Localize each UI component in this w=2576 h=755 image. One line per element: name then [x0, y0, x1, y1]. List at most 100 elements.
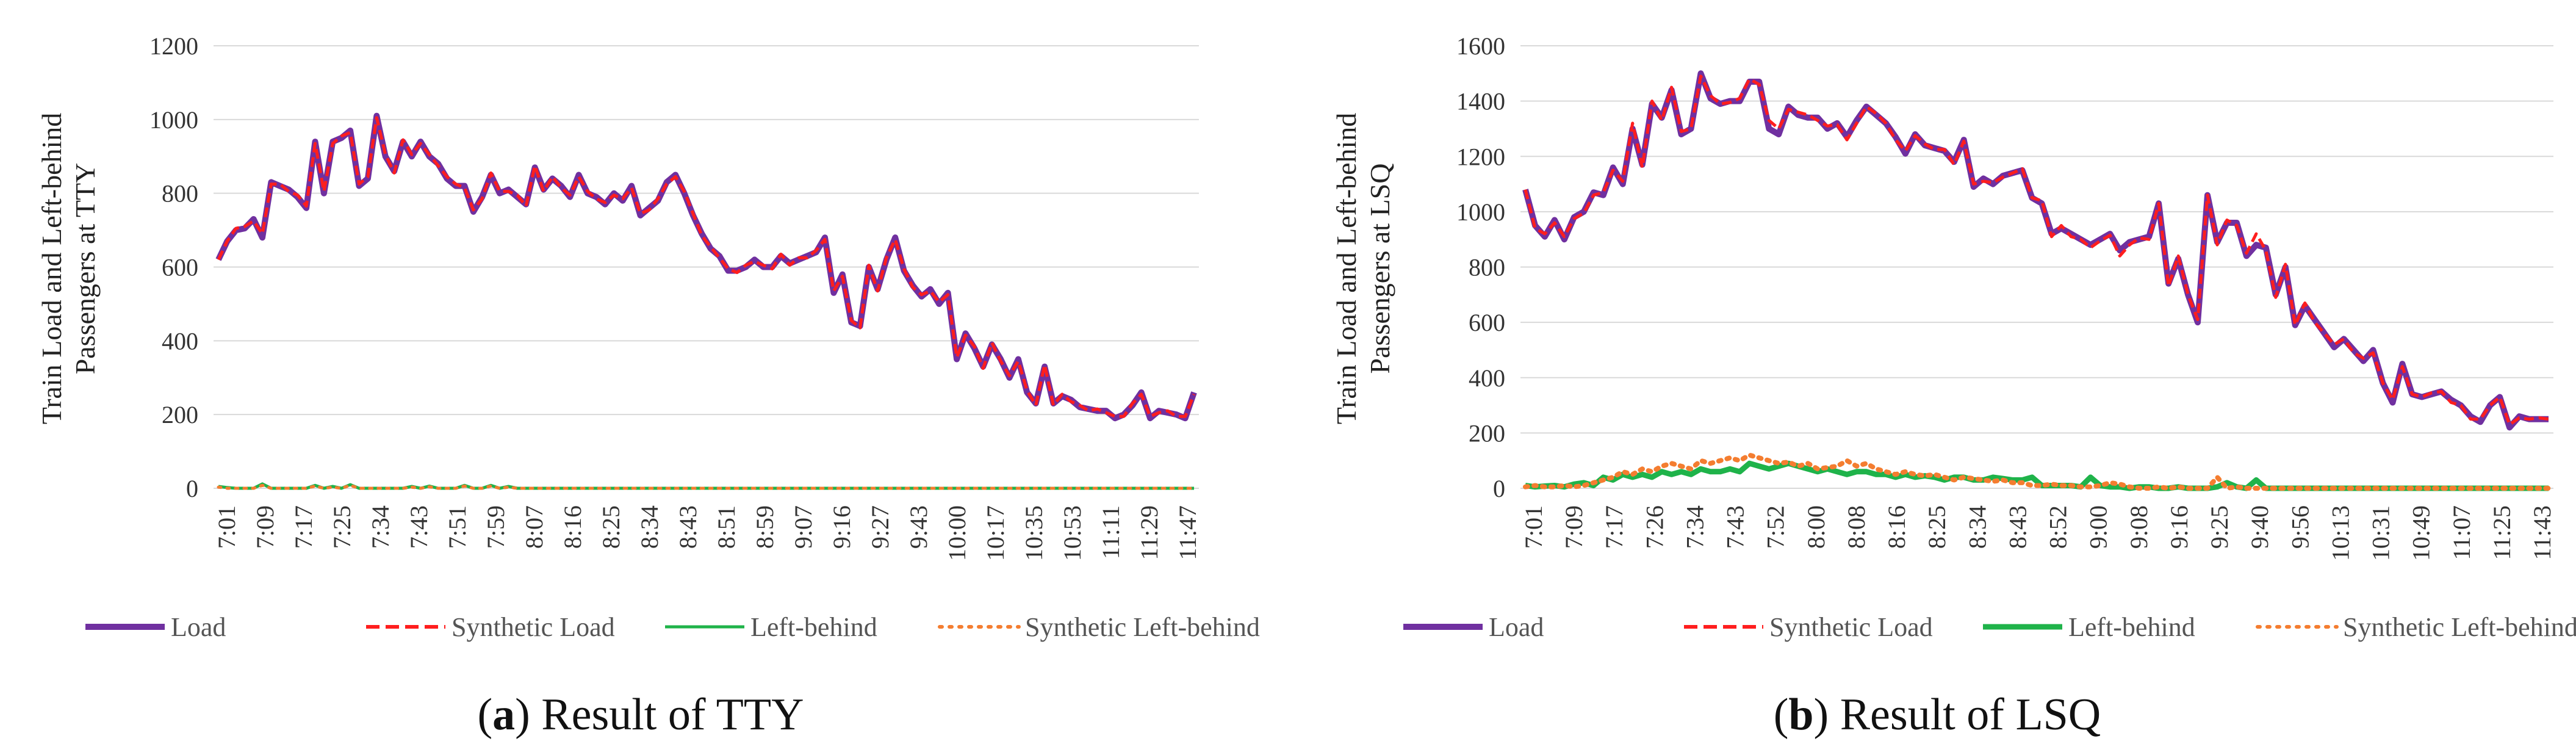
x-tick-label: 7:26	[1641, 505, 1668, 549]
legend-label: Load	[171, 612, 226, 642]
x-tick-label: 8:43	[2004, 505, 2031, 549]
legend-label: Left-behind	[750, 612, 877, 642]
x-tick-label: 7:17	[290, 505, 317, 549]
x-tick-label: 9:16	[828, 505, 855, 549]
y-tick-label: 1600	[1456, 32, 1505, 60]
x-tick-label: 8:07	[520, 505, 548, 549]
x-tick-label: 7:51	[444, 505, 471, 549]
x-tick-label: 7:01	[1520, 505, 1547, 549]
series-line-synthetic-left-behind	[217, 483, 1196, 490]
x-tick-label: 7:25	[328, 505, 356, 549]
x-tick-label: 10:17	[982, 505, 1009, 561]
x-tick-label: 8:59	[751, 505, 779, 549]
x-tick-label: 9:16	[2165, 505, 2193, 549]
x-tick-label: 10:13	[2326, 505, 2354, 561]
series-line-synthetic-load	[217, 116, 1196, 418]
panel-b-chart: Train Load and Left-behind Passengers at…	[1331, 32, 2576, 642]
y-tick-label: 1200	[149, 32, 198, 60]
panel-b-caption: (b) Result of LSQ	[1774, 690, 2101, 740]
x-tick-label: 8:52	[2045, 505, 2072, 549]
x-tick-label: 9:27	[866, 505, 894, 549]
legend-label: Load	[1489, 612, 1544, 642]
x-tick-label: 9:00	[2085, 505, 2112, 549]
panel-a-caption-letter: a	[492, 690, 515, 740]
y-tick-label: 400	[162, 327, 198, 355]
y-tick-label: 0	[1493, 475, 1505, 502]
x-tick-label: 7:34	[367, 505, 394, 549]
x-tick-label: 7:43	[1722, 505, 1749, 549]
x-tick-label: 8:25	[1923, 505, 1951, 549]
x-tick-label: 8:43	[674, 505, 702, 549]
x-tick-label: 8:34	[1963, 505, 1991, 549]
y-tick-label: 800	[162, 180, 198, 208]
x-tick-label: 8:00	[1802, 505, 1830, 549]
x-tick-label: 11:43	[2528, 505, 2556, 560]
y-tick-label: 200	[1469, 419, 1505, 447]
series-line-load	[1522, 70, 2549, 431]
x-tick-label: 11:07	[2448, 505, 2475, 560]
panel-a-chart: Train Load and Left-behind Passengers at…	[36, 32, 1260, 642]
x-tick-label: 7:09	[1560, 505, 1588, 549]
x-tick-label: 8:25	[597, 505, 625, 549]
x-tick-label: 7:09	[251, 505, 279, 549]
panel-a-caption-text: ) Result of TTY	[515, 690, 804, 740]
x-tick-label: 7:43	[405, 505, 433, 549]
x-tick-label: 11:25	[2488, 505, 2516, 560]
x-tick-label: 11:47	[1174, 505, 1201, 560]
x-tick-label: 11:29	[1135, 505, 1163, 560]
panel-b-caption-letter: b	[1788, 690, 1813, 740]
panel-b-ylabel-line1: Train Load and Left-behind	[1331, 113, 1362, 425]
x-tick-label: 7:52	[1762, 505, 1790, 549]
panel-a-caption: (a) Result of TTY	[477, 690, 804, 740]
legend-label: Synthetic Load	[1769, 612, 1933, 642]
y-tick-label: 600	[162, 254, 198, 281]
x-tick-label: 8:08	[1843, 505, 1870, 549]
x-tick-label: 9:08	[2125, 505, 2153, 549]
panel-a-yticks: 0 200 400 600 800 1000 1200	[149, 32, 198, 502]
x-tick-label: 10:53	[1059, 505, 1086, 561]
panel-a-xticks: 7:01 7:09 7:17 7:25 7:34 7:43 7:51 7:59 8:07 8:16…	[213, 505, 1201, 561]
y-tick-label: 1000	[149, 106, 198, 134]
y-tick-label: 0	[186, 475, 198, 502]
panel-b-yticks: 0 200 400 600 800 1000 1200 1400 1600	[1456, 32, 1505, 502]
panel-b-xticks: 7:01 7:09 7:17 7:26 7:34 7:43 7:52 8:00 8:08 8:16…	[1520, 505, 2556, 561]
x-tick-label: 9:43	[905, 505, 932, 549]
y-tick-label: 600	[1469, 309, 1505, 336]
y-tick-label: 400	[1469, 364, 1505, 392]
x-tick-label: 10:35	[1020, 505, 1048, 561]
panel-b-legend: Load Synthetic Load Left-behind Synthetic L…	[1403, 612, 2576, 642]
x-tick-label: 7:01	[213, 505, 240, 549]
x-tick-label: 8:51	[713, 505, 740, 549]
x-tick-label: 9:40	[2246, 505, 2273, 549]
legend-label: Synthetic Left-behind	[1025, 612, 1260, 642]
x-tick-label: 11:11	[1097, 505, 1124, 559]
panel-b-series	[1522, 70, 2551, 491]
x-tick-label: 9:07	[790, 505, 817, 549]
y-tick-label: 1200	[1456, 143, 1505, 170]
x-tick-label: 7:59	[482, 505, 509, 549]
y-tick-label: 1400	[1456, 88, 1505, 115]
x-tick-label: 9:56	[2286, 505, 2314, 549]
legend-label: Synthetic Left-behind	[2343, 612, 2576, 642]
panel-b-ylabel-line2: Passengers at LSQ	[1364, 164, 1395, 374]
x-tick-label: 7:34	[1682, 505, 1709, 549]
legend-label: Left-behind	[2068, 612, 2195, 642]
panel-b-caption-text: ) Result of LSQ	[1814, 690, 2101, 740]
y-tick-label: 800	[1469, 254, 1505, 281]
legend-label: Synthetic Load	[452, 612, 615, 642]
panel-a-caption-open: (	[477, 690, 492, 740]
series-line-synthetic-load	[1524, 74, 2549, 427]
x-tick-label: 8:16	[1883, 505, 1910, 549]
y-tick-label: 1000	[1456, 198, 1505, 226]
y-tick-label: 200	[162, 401, 198, 428]
panel-a-gridlines	[214, 45, 1199, 489]
x-tick-label: 10:49	[2408, 505, 2435, 561]
panel-a-ylabel-line2: Passengers at TTY	[70, 163, 101, 375]
x-tick-label: 8:34	[636, 505, 663, 549]
x-tick-label: 10:31	[2367, 505, 2395, 561]
x-tick-label: 10:00	[943, 505, 971, 561]
panel-a-ylabel-line1: Train Load and Left-behind	[36, 113, 67, 425]
x-tick-label: 7:17	[1600, 505, 1628, 549]
panel-b-caption-open: (	[1774, 690, 1789, 740]
